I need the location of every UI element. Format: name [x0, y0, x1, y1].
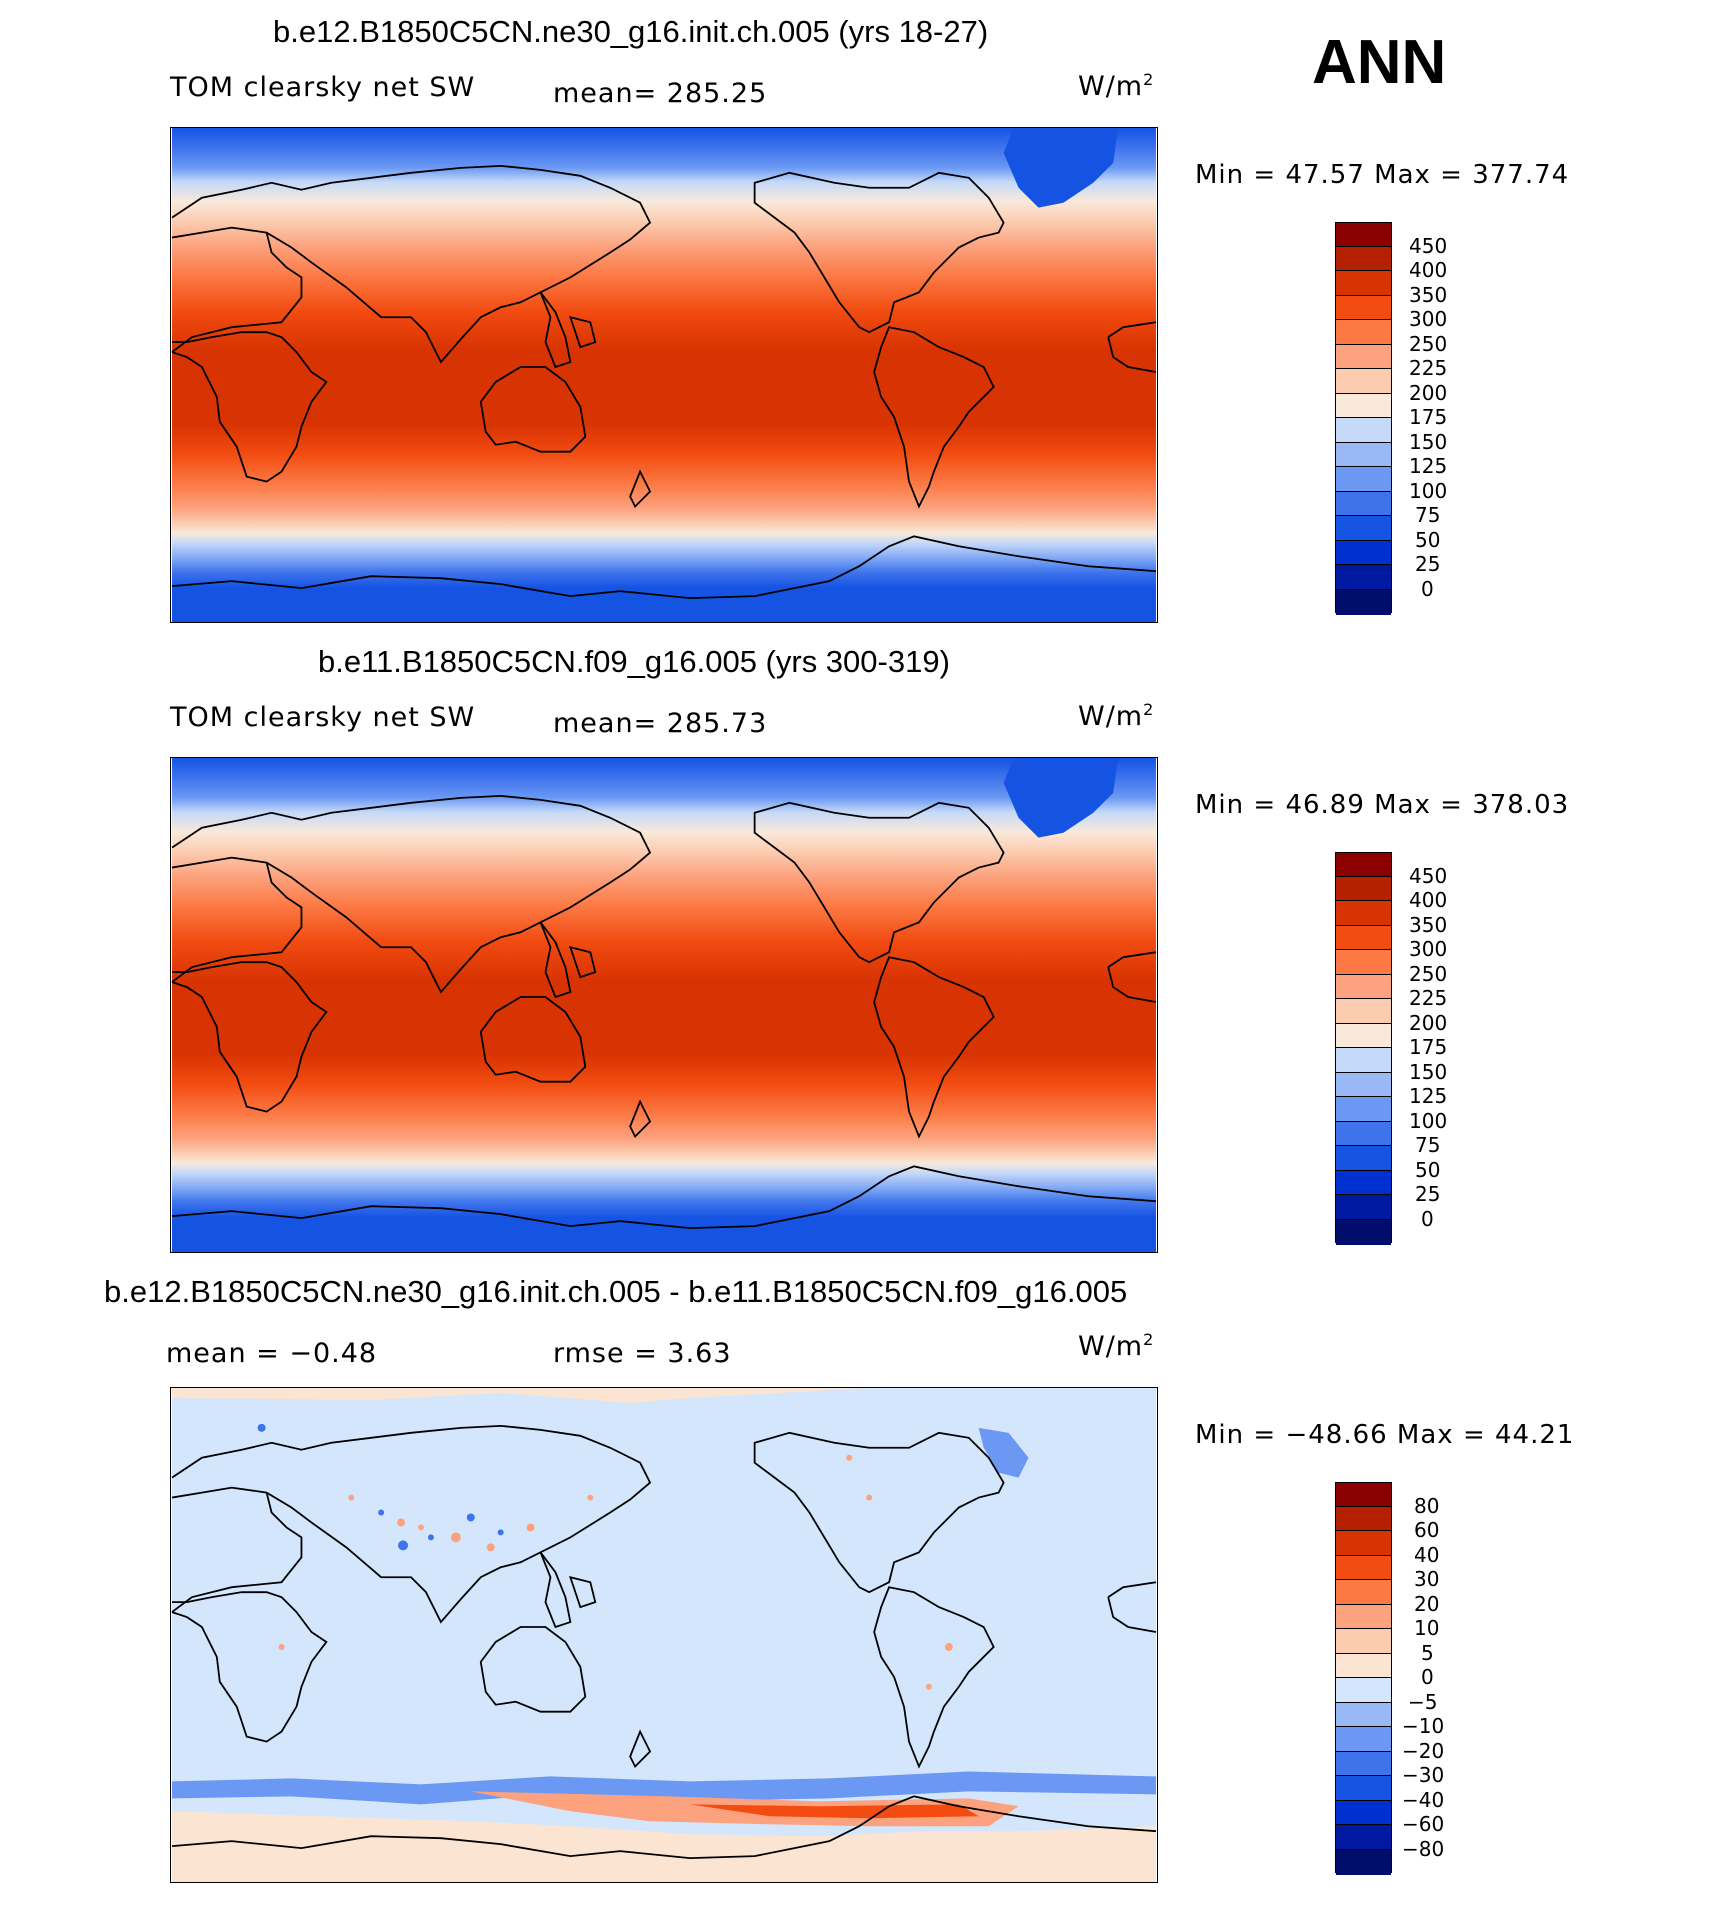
panel-1-units: W/m2 — [1078, 70, 1155, 102]
panel-1-colorbar — [1335, 222, 1392, 615]
panel-2-tick: 175 — [1409, 1035, 1448, 1059]
panel-2-tick: 125 — [1409, 1084, 1448, 1108]
panel-2-tick: 250 — [1409, 962, 1448, 986]
panel-3-mean-label: mean = −0.48 — [166, 1338, 378, 1369]
panel-3-tick: 10 — [1414, 1616, 1440, 1640]
panel-2-variable-label: TOM clearsky net SW — [170, 702, 476, 733]
panel-1-tick: 150 — [1409, 430, 1448, 454]
panel-1-mean-label: mean= 285.25 — [553, 78, 768, 109]
panel-2-tick: 100 — [1409, 1109, 1448, 1133]
north-atlantic-anomaly — [978, 1427, 1029, 1478]
panel-2-tick: 400 — [1409, 888, 1448, 912]
coastlines — [171, 164, 1157, 599]
field-shading — [171, 128, 1157, 622]
panel-2-units: W/m2 — [1078, 700, 1155, 732]
panel-3-colorbar — [1335, 1482, 1392, 1875]
panel-3-rmse-label: rmse = 3.63 — [553, 1338, 732, 1369]
panel-3-units: W/m2 — [1078, 1330, 1155, 1362]
panel-3-minmax: Min = −48.66 Max = 44.21 — [1195, 1420, 1575, 1450]
land-noise-blue — [257, 1423, 504, 1551]
panel-1-tick: 125 — [1409, 454, 1448, 478]
panel-3-tick: 60 — [1414, 1518, 1440, 1542]
southern-ocean-blue-band — [171, 1771, 1157, 1805]
panel-1-tick: 350 — [1409, 283, 1448, 307]
field-shading — [171, 758, 1157, 1252]
greenland-shading — [1003, 128, 1119, 208]
panel-1-tick: 200 — [1409, 381, 1448, 405]
panel-2-tick: 350 — [1409, 913, 1448, 937]
panel-2-tick: 150 — [1409, 1060, 1448, 1084]
panel-2-tick: 0 — [1421, 1207, 1434, 1231]
panel-2-minmax: Min = 46.89 Max = 378.03 — [1195, 790, 1570, 820]
coastlines — [171, 1424, 1157, 1859]
panel-3-title: b.e12.B1850C5CN.ne30_g16.init.ch.005 - b… — [104, 1274, 1128, 1309]
land-noise — [278, 1454, 953, 1690]
panel-3-tick: −60 — [1402, 1812, 1445, 1836]
panel-3-tick: 30 — [1414, 1567, 1440, 1591]
antarctic-region — [171, 1811, 1157, 1882]
panel-1-tick: 25 — [1415, 552, 1441, 576]
panel-1-title: b.e12.B1850C5CN.ne30_g16.init.ch.005 (yr… — [273, 14, 989, 49]
panel-1-tick: 225 — [1409, 356, 1448, 380]
panel-2-mean-label: mean= 285.73 — [553, 708, 768, 739]
southern-ocean-strong-warm — [689, 1804, 979, 1819]
arctic-positive-band — [171, 1388, 870, 1403]
panel-3-tick: −40 — [1402, 1788, 1445, 1812]
greenland-shading — [1003, 758, 1119, 838]
panel-2-tick: 450 — [1409, 864, 1448, 888]
panel-2-map — [170, 757, 1158, 1253]
panel-3-tick: −30 — [1402, 1763, 1445, 1787]
panel-3-tick: 5 — [1421, 1641, 1434, 1665]
panel-2-title: b.e11.B1850C5CN.f09_g16.005 (yrs 300-319… — [318, 644, 950, 679]
panel-3-tick: −20 — [1402, 1739, 1445, 1763]
panel-2-tick: 300 — [1409, 937, 1448, 961]
panel-1-tick: 75 — [1415, 503, 1441, 527]
panel-1-tick: 50 — [1415, 528, 1441, 552]
panel-1-tick: 250 — [1409, 332, 1448, 356]
panel-1-map — [170, 127, 1158, 623]
panel-3-tick: −5 — [1408, 1690, 1438, 1714]
panel-1-tick: 300 — [1409, 307, 1448, 331]
panel-1-variable-label: TOM clearsky net SW — [170, 72, 476, 103]
panel-3-tick: 40 — [1414, 1543, 1440, 1567]
panel-2-tick: 200 — [1409, 1011, 1448, 1035]
coastlines — [171, 794, 1157, 1229]
panel-3-map — [170, 1387, 1158, 1883]
panel-1-tick: 175 — [1409, 405, 1448, 429]
panel-1-minmax: Min = 47.57 Max = 377.74 — [1195, 160, 1570, 190]
panel-2-tick: 50 — [1415, 1158, 1441, 1182]
panel-3-tick: 80 — [1414, 1494, 1440, 1518]
panel-1-tick: 0 — [1421, 577, 1434, 601]
panel-1-tick: 100 — [1409, 479, 1448, 503]
season-label: ANN — [1312, 28, 1447, 97]
panel-3-tick: −80 — [1402, 1837, 1445, 1861]
panel-3-tick: 0 — [1421, 1665, 1434, 1689]
panel-2-colorbar — [1335, 852, 1392, 1245]
panel-2-tick: 25 — [1415, 1182, 1441, 1206]
panel-1-tick: 450 — [1409, 234, 1448, 258]
panel-3-tick: 20 — [1414, 1592, 1440, 1616]
panel-3-tick: −10 — [1402, 1714, 1445, 1738]
panel-2-tick: 75 — [1415, 1133, 1441, 1157]
panel-1-tick: 400 — [1409, 258, 1448, 282]
panel-2-tick: 225 — [1409, 986, 1448, 1010]
